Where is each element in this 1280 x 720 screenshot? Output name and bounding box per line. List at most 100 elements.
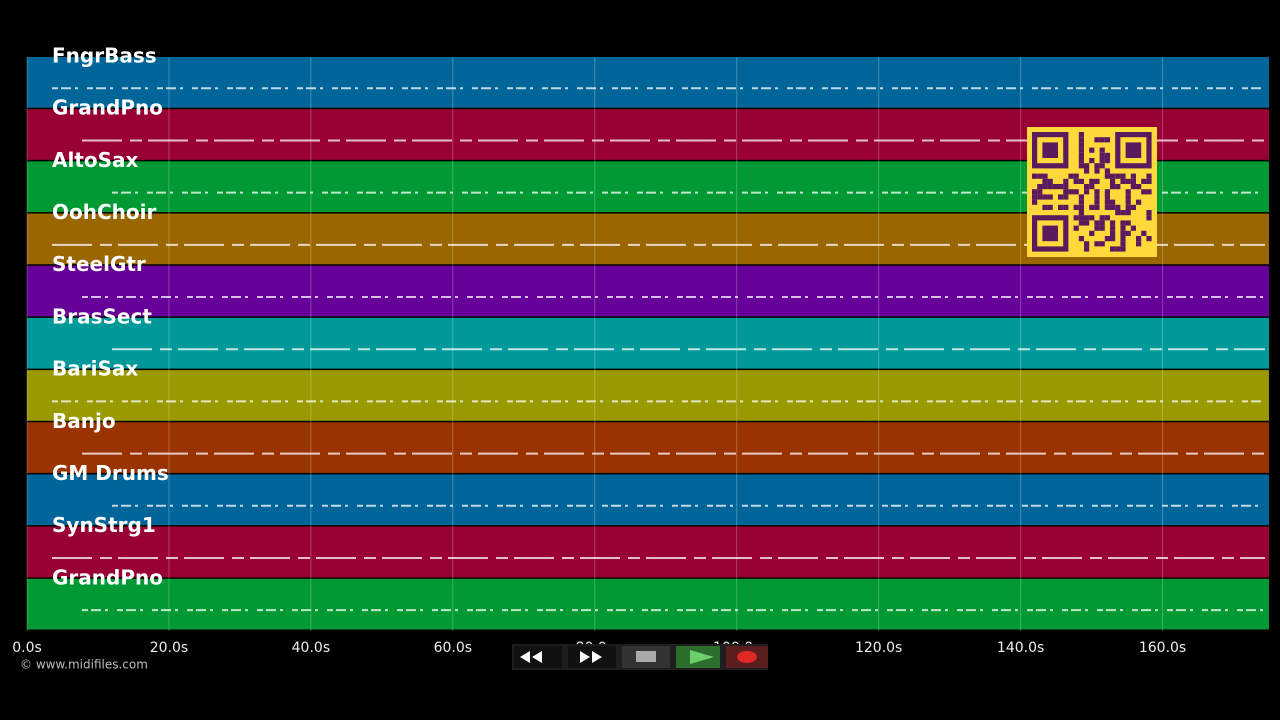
qr-module xyxy=(1104,137,1110,143)
qr-module xyxy=(1042,173,1048,179)
qr-module xyxy=(1094,137,1100,143)
track-name: OohChoir xyxy=(52,200,156,224)
qr-module xyxy=(1073,204,1079,210)
qr-module xyxy=(1032,199,1038,205)
qr-module xyxy=(1104,152,1110,158)
qr-module xyxy=(1130,178,1136,184)
qr-module xyxy=(1073,225,1079,231)
qr-module xyxy=(1047,178,1053,184)
x-tick-label: 40.0s xyxy=(292,640,330,656)
x-tick-label: 140.0s xyxy=(997,640,1044,656)
rewind-button[interactable] xyxy=(514,646,562,668)
qr-module xyxy=(1099,225,1105,231)
track-lane xyxy=(27,422,1269,473)
qr-module xyxy=(1084,189,1090,195)
qr-module xyxy=(1084,168,1090,174)
qr-module xyxy=(1125,220,1131,226)
qr-module xyxy=(1042,178,1048,184)
qr-module xyxy=(1073,189,1079,195)
grid xyxy=(26,57,1164,631)
track-name: Banjo xyxy=(52,409,116,433)
qr-module xyxy=(1084,163,1090,169)
qr-module xyxy=(1047,184,1053,190)
track-name: GM Drums xyxy=(52,461,169,485)
qr-module xyxy=(1115,184,1121,190)
qr-module xyxy=(1141,230,1147,236)
qr-module xyxy=(1073,173,1079,179)
forward-button[interactable] xyxy=(568,646,616,668)
qr-module xyxy=(1078,132,1084,138)
qr-module xyxy=(1042,184,1048,190)
qr-module xyxy=(1110,199,1116,205)
qr-module xyxy=(1104,168,1110,174)
qr-module xyxy=(1136,199,1142,205)
qr-module xyxy=(1125,178,1131,184)
qr-module xyxy=(1120,178,1126,184)
qr-module xyxy=(1115,173,1121,179)
qr-code xyxy=(1027,127,1157,257)
record-button[interactable] xyxy=(726,646,768,668)
qr-module xyxy=(1078,236,1084,242)
qr-module xyxy=(1078,220,1084,226)
qr-module xyxy=(1084,246,1090,252)
qr-module xyxy=(1120,230,1126,236)
qr-module xyxy=(1125,210,1131,216)
track-lane xyxy=(27,526,1269,578)
x-tick-label: 60.0s xyxy=(434,640,472,656)
track-lane xyxy=(27,317,1269,369)
qr-module xyxy=(1089,158,1095,164)
qr-module xyxy=(1104,189,1110,195)
track-name: SynStrg1 xyxy=(52,513,156,537)
track-name: BariSax xyxy=(52,357,138,381)
qr-module xyxy=(1115,246,1121,252)
qr-module xyxy=(1078,194,1084,200)
qr-finder-core xyxy=(1042,142,1058,158)
qr-module xyxy=(1120,225,1126,231)
x-tick-label: 160.0s xyxy=(1139,640,1186,656)
qr-module xyxy=(1104,204,1110,210)
qr-module xyxy=(1078,137,1084,143)
qr-module xyxy=(1094,189,1100,195)
qr-module xyxy=(1120,210,1126,216)
qr-module xyxy=(1078,147,1084,153)
qr-module xyxy=(1110,246,1116,252)
qr-module xyxy=(1063,184,1069,190)
qr-module xyxy=(1120,173,1126,179)
qr-module xyxy=(1125,204,1131,210)
qr-module xyxy=(1073,178,1079,184)
qr-module xyxy=(1089,184,1095,190)
x-tick-label: 0.0s xyxy=(12,640,42,656)
stop-button[interactable] xyxy=(622,646,670,668)
qr-module xyxy=(1146,173,1152,179)
qr-module xyxy=(1125,194,1131,200)
qr-module xyxy=(1089,230,1095,236)
qr-module xyxy=(1032,173,1038,179)
track-lane xyxy=(27,474,1269,526)
qr-module xyxy=(1073,215,1079,221)
play-button[interactable] xyxy=(676,646,720,668)
qr-module xyxy=(1136,241,1142,247)
x-tick-label: 20.0s xyxy=(150,640,188,656)
qr-module xyxy=(1084,241,1090,247)
qr-module xyxy=(1115,210,1121,216)
qr-module xyxy=(1136,236,1142,242)
qr-module xyxy=(1047,194,1053,200)
qr-module xyxy=(1094,220,1100,226)
qr-module xyxy=(1099,152,1105,158)
qr-module xyxy=(1146,189,1152,195)
qr-module xyxy=(1094,225,1100,231)
qr-module xyxy=(1099,137,1105,143)
qr-module xyxy=(1052,184,1058,190)
qr-module xyxy=(1032,189,1038,195)
playback-controls xyxy=(512,644,768,670)
qr-module xyxy=(1094,204,1100,210)
track-name: GrandPno xyxy=(52,96,163,120)
qr-module xyxy=(1130,184,1136,190)
qr-module xyxy=(1120,220,1126,226)
rewind-icon xyxy=(520,651,542,663)
qr-module xyxy=(1058,204,1064,210)
qr-module xyxy=(1125,230,1131,236)
qr-module xyxy=(1089,147,1095,153)
track-name: GrandPno xyxy=(52,565,163,589)
qr-module xyxy=(1146,215,1152,221)
